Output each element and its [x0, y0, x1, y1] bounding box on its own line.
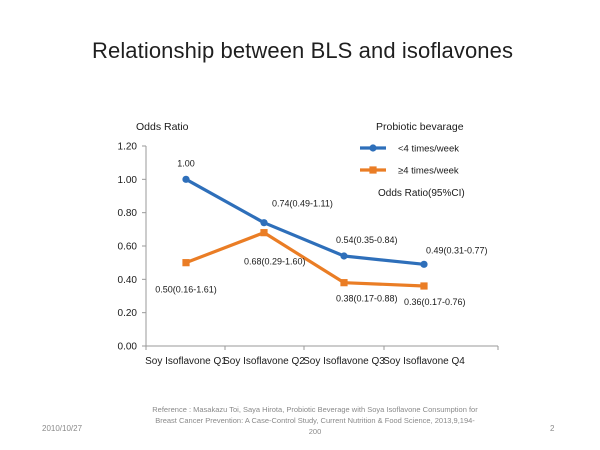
data-point [420, 282, 428, 290]
slide-date: 2010/10/27 [42, 424, 83, 433]
legend-label: ≥4 times/week [398, 166, 459, 177]
x-tick-label: Soy Isoflavone Q4 [383, 356, 465, 367]
data-point [182, 259, 190, 267]
data-label: 0.54(0.35-0.84) [336, 235, 398, 245]
series-line-under-4 [185, 177, 425, 266]
slide-title: Relationship between BLS and isoflavones [92, 38, 514, 63]
y-tick-label: 0.00 [118, 342, 138, 353]
y-tick-label: 0.20 [118, 308, 138, 319]
x-tick-label: Soy Isoflavone Q2 [223, 356, 305, 367]
legend-swatch-marker [369, 144, 377, 152]
x-tick-label: Soy Isoflavone Q1 [145, 356, 227, 367]
data-label: 0.50(0.16-1.61) [155, 285, 217, 295]
data-label: 0.36(0.17-0.76) [404, 297, 466, 307]
data-point [260, 229, 268, 237]
page-number: 2 [550, 424, 555, 433]
data-label: 0.49(0.31-0.77) [426, 245, 488, 255]
data-label: 0.74(0.49-1.11) [272, 199, 333, 209]
y-tick-label: 0.40 [118, 275, 138, 286]
y-tick-label: 0.80 [118, 208, 138, 219]
y-axis-title: Odds Ratio [136, 121, 189, 133]
y-tick-label: 1.20 [118, 142, 138, 153]
data-label: 0.38(0.17-0.88) [336, 294, 398, 304]
series-line-over-4 [185, 231, 425, 288]
legend-swatch-marker [369, 166, 377, 174]
reference-line-1: Reference : Masakazu Toi, Saya Hirota, P… [152, 405, 478, 414]
reference-line-2: Breast Cancer Prevention: A Case-Control… [155, 416, 475, 436]
data-label: 0.68(0.29-1.60) [244, 257, 306, 267]
data-point [340, 252, 348, 260]
data-point [420, 260, 428, 268]
x-tick-label: Soy Isoflavone Q3 [303, 356, 385, 367]
y-tick-label: 1.00 [118, 175, 138, 186]
ci-annotation: Odds Ratio(95%CI) [378, 188, 465, 199]
legend-label: <4 times/week [398, 144, 459, 155]
data-point [340, 279, 348, 287]
legend-title: Probiotic bevarage [376, 121, 464, 133]
data-point [182, 175, 190, 183]
reference-citation: Reference : Masakazu Toi, Saya Hirota, P… [150, 404, 480, 437]
data-point [260, 219, 268, 227]
data-label: 1.00 [177, 158, 195, 168]
y-tick-label: 0.60 [118, 242, 138, 253]
